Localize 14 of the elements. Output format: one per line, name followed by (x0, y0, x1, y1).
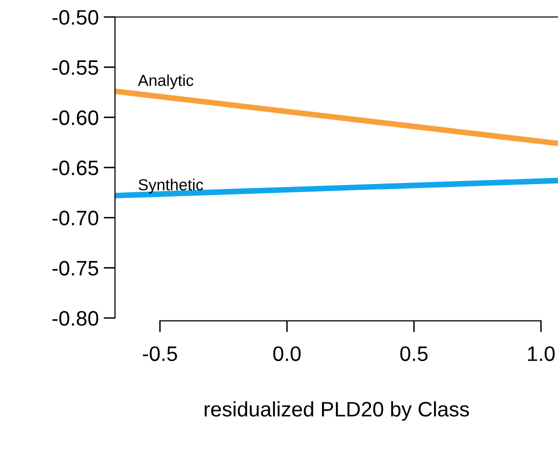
y-tick-label: -0.80 (52, 311, 98, 326)
y-tick-label: -0.55 (52, 60, 98, 75)
y-tick-label: -0.70 (52, 210, 98, 226)
y-tick-label: -0.65 (52, 160, 98, 176)
x-tick-label: -0.5 (142, 346, 178, 362)
x-axis-title: residualized PLD20 by Class (204, 401, 469, 421)
y-tick-label: -0.50 (52, 10, 98, 25)
x-tick-label: 0.5 (400, 346, 428, 362)
series-label: Synthetic (138, 178, 204, 194)
y-tick-label: -0.75 (52, 260, 98, 276)
series-label: Analytic (138, 74, 194, 90)
x-tick-label: 0.0 (273, 346, 301, 362)
y-tick-label: -0.60 (52, 110, 98, 126)
x-tick-label: 1.0 (528, 346, 555, 362)
